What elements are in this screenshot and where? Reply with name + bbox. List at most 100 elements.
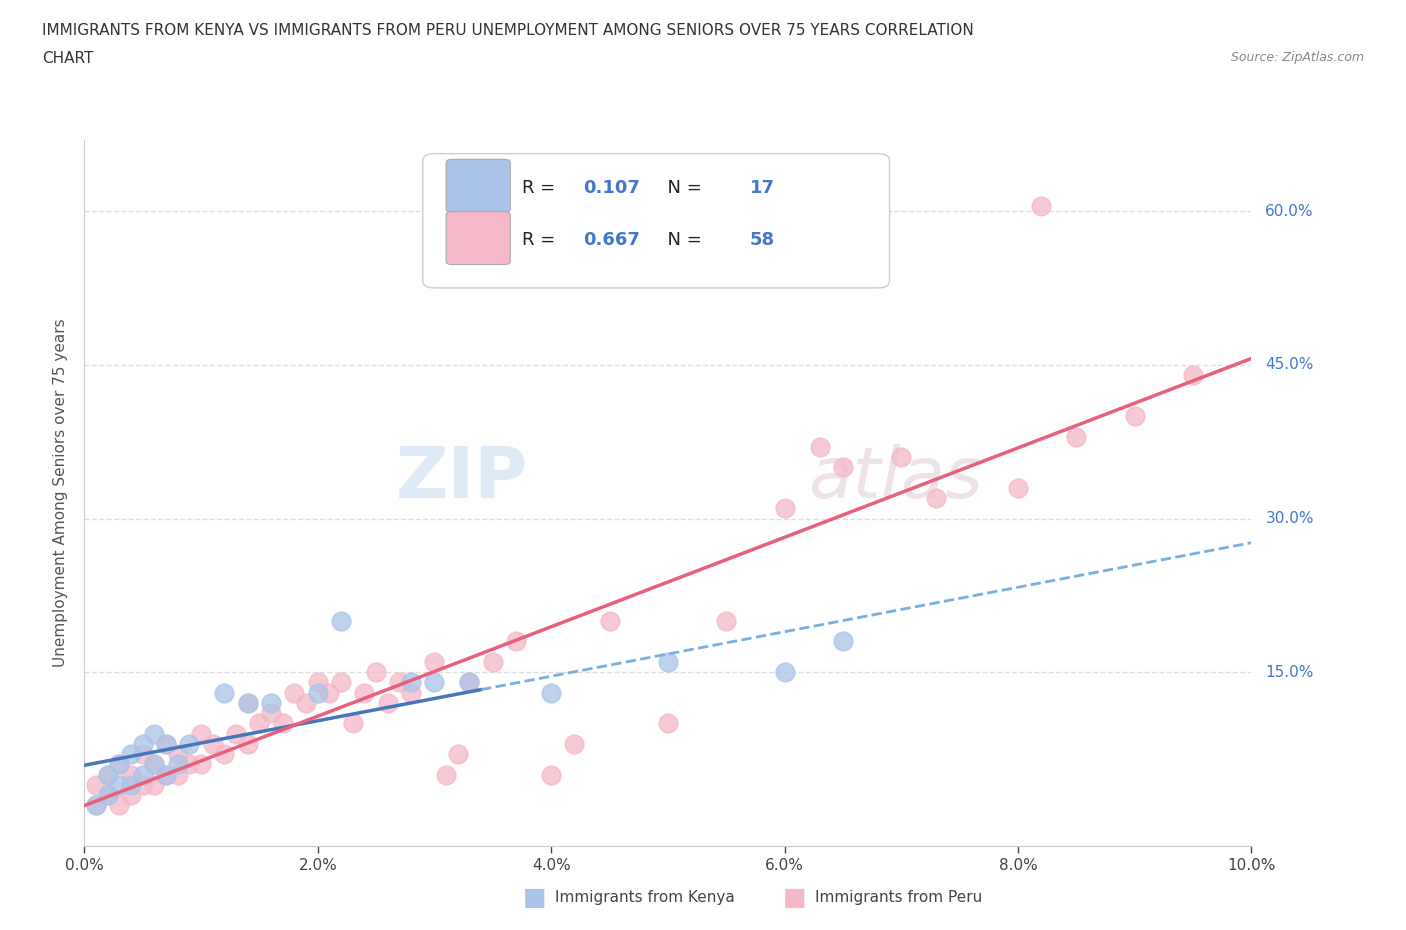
Text: 17: 17 — [749, 179, 775, 196]
Text: Immigrants from Kenya: Immigrants from Kenya — [555, 890, 735, 905]
Point — [447, 747, 470, 762]
Point — [108, 798, 131, 813]
Point — [179, 757, 201, 772]
Point — [307, 685, 329, 700]
FancyBboxPatch shape — [446, 159, 510, 212]
Point — [1031, 199, 1053, 214]
Text: 58: 58 — [749, 231, 775, 249]
Point — [155, 767, 177, 782]
Point — [458, 675, 481, 690]
Text: Immigrants from Peru: Immigrants from Peru — [815, 890, 983, 905]
Point — [260, 696, 283, 711]
Text: 0.107: 0.107 — [582, 179, 640, 196]
Point — [564, 737, 586, 751]
Point — [808, 439, 831, 454]
Text: CHART: CHART — [42, 51, 94, 66]
Point — [236, 696, 259, 711]
Text: R =: R = — [522, 179, 561, 196]
Point — [155, 767, 177, 782]
Point — [214, 685, 236, 700]
Point — [132, 737, 155, 751]
Text: 15.0%: 15.0% — [1265, 665, 1313, 680]
Point — [179, 737, 201, 751]
Point — [132, 777, 155, 792]
Point — [423, 675, 446, 690]
Point — [236, 696, 259, 711]
Point — [318, 685, 340, 700]
Point — [832, 459, 855, 474]
Point — [97, 767, 120, 782]
Point — [307, 675, 329, 690]
Point — [423, 655, 446, 670]
Text: atlas: atlas — [808, 445, 983, 513]
Point — [1066, 429, 1088, 444]
Point — [84, 798, 107, 813]
Point — [155, 737, 177, 751]
Text: N =: N = — [657, 231, 707, 249]
FancyBboxPatch shape — [446, 212, 510, 265]
Text: 30.0%: 30.0% — [1265, 511, 1313, 526]
Point — [84, 777, 107, 792]
Point — [295, 696, 318, 711]
Point — [214, 747, 236, 762]
Point — [120, 788, 142, 803]
Point — [166, 747, 188, 762]
Point — [366, 665, 388, 680]
Point — [283, 685, 305, 700]
Text: N =: N = — [657, 179, 707, 196]
Point — [155, 737, 177, 751]
Point — [190, 726, 212, 741]
Point — [458, 675, 481, 690]
Point — [225, 726, 247, 741]
Point — [108, 757, 131, 772]
Text: ■: ■ — [523, 885, 546, 910]
Point — [434, 767, 457, 782]
Point — [236, 737, 259, 751]
Point — [773, 665, 796, 680]
Point — [143, 757, 166, 772]
Point — [330, 675, 353, 690]
Point — [97, 767, 120, 782]
Point — [540, 685, 562, 700]
Point — [342, 716, 364, 731]
Point — [377, 696, 399, 711]
Text: 45.0%: 45.0% — [1265, 357, 1313, 372]
Point — [120, 767, 142, 782]
Text: ■: ■ — [783, 885, 806, 910]
Point — [388, 675, 411, 690]
Point — [399, 675, 422, 690]
Point — [1123, 408, 1146, 423]
Point — [260, 706, 283, 721]
Point — [190, 757, 212, 772]
Point — [832, 634, 855, 649]
Point — [1181, 367, 1204, 382]
Point — [201, 737, 224, 751]
Point — [1007, 480, 1029, 495]
Text: ZIP: ZIP — [395, 445, 527, 513]
Point — [84, 798, 107, 813]
Point — [657, 655, 679, 670]
Point — [108, 757, 131, 772]
Point — [330, 614, 353, 629]
Point — [166, 767, 188, 782]
Point — [97, 788, 120, 803]
Text: IMMIGRANTS FROM KENYA VS IMMIGRANTS FROM PERU UNEMPLOYMENT AMONG SENIORS OVER 75: IMMIGRANTS FROM KENYA VS IMMIGRANTS FROM… — [42, 23, 974, 38]
Point — [773, 501, 796, 516]
Point — [143, 726, 166, 741]
Y-axis label: Unemployment Among Seniors over 75 years: Unemployment Among Seniors over 75 years — [52, 319, 67, 667]
Point — [97, 788, 120, 803]
Point — [599, 614, 621, 629]
Point — [143, 777, 166, 792]
Point — [353, 685, 375, 700]
Point — [120, 747, 142, 762]
Point — [132, 747, 155, 762]
Text: R =: R = — [522, 231, 561, 249]
Point — [399, 685, 422, 700]
Point — [132, 767, 155, 782]
Point — [120, 777, 142, 792]
Point — [540, 767, 562, 782]
Point — [166, 757, 188, 772]
Text: 0.667: 0.667 — [582, 231, 640, 249]
Point — [925, 491, 948, 506]
Point — [143, 757, 166, 772]
